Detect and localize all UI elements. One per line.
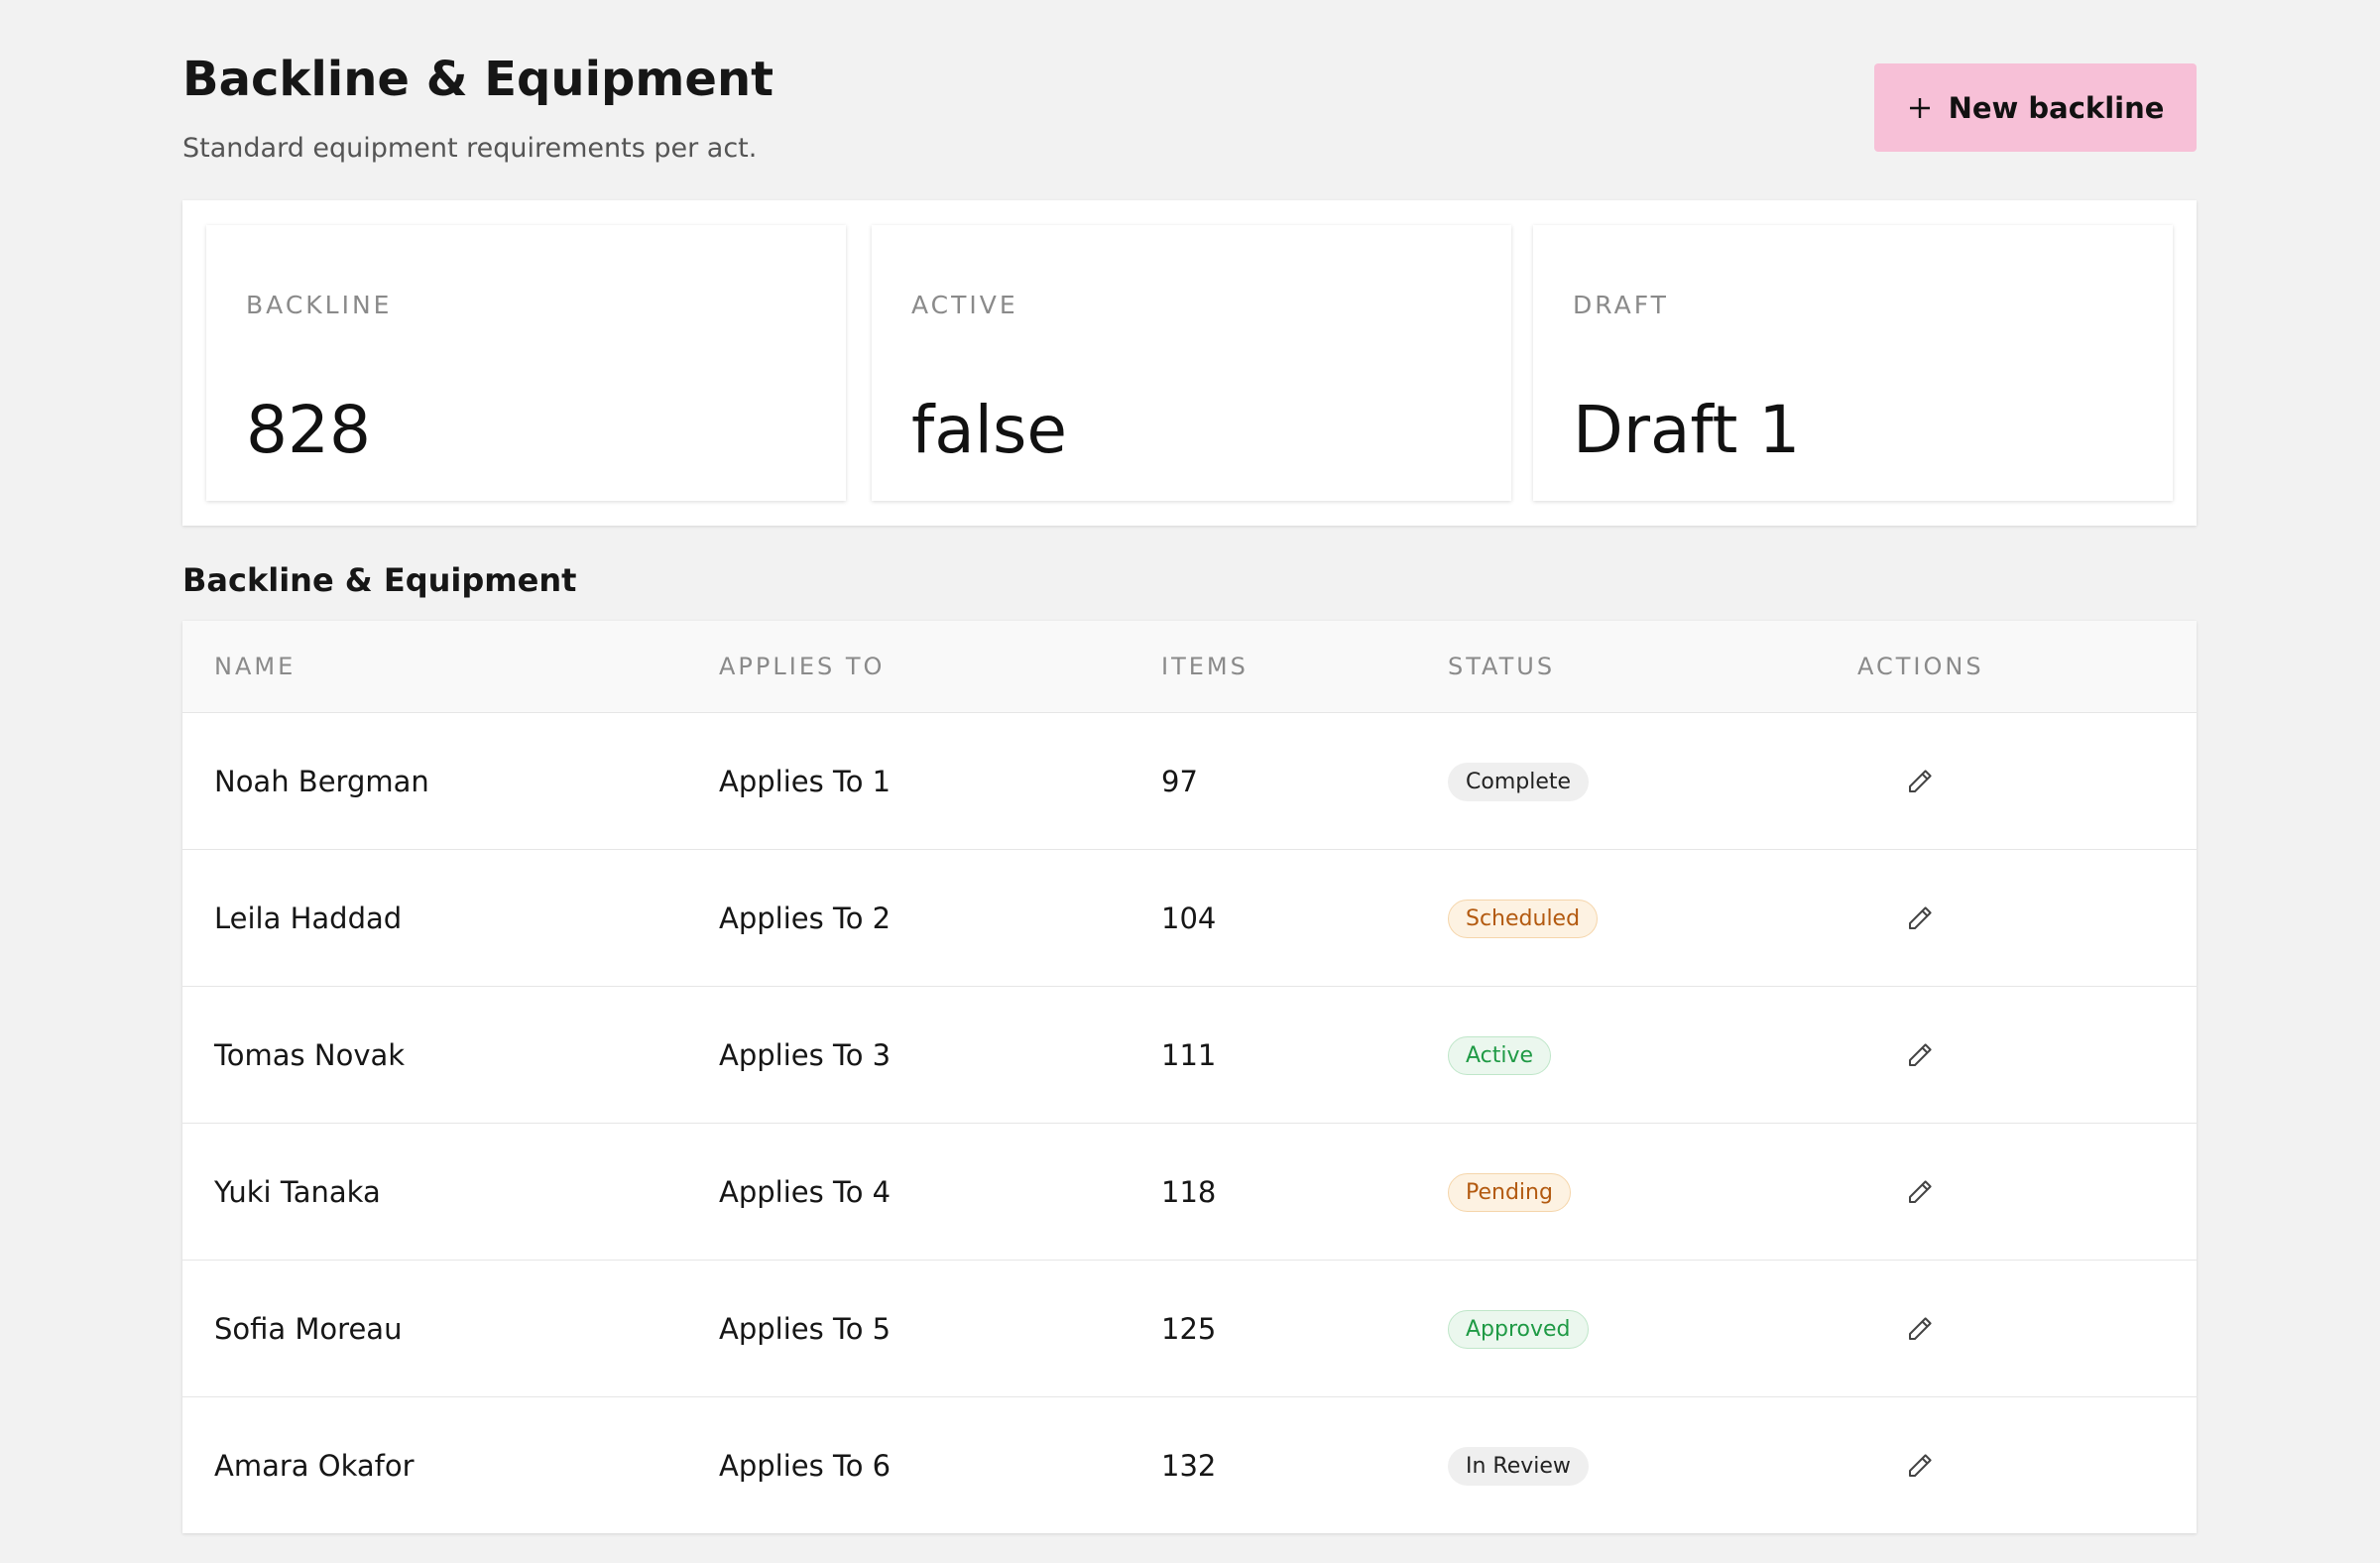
table-cell: Applies To 3 <box>719 1038 892 1072</box>
table-cell: 118 <box>1161 1175 1217 1209</box>
table-cell: Applies To 5 <box>719 1312 892 1346</box>
status-badge: Approved <box>1448 1309 1589 1349</box>
column-header: STATUS <box>1448 653 1556 680</box>
stat-value: false <box>911 392 1068 468</box>
stat-label: DRAFT <box>1573 291 1669 319</box>
stat-label: BACKLINE <box>246 291 393 319</box>
status-badge: In Review <box>1448 1446 1589 1486</box>
table-row: Noah Bergman Applies To 1 97 Complete <box>182 712 2197 850</box>
status-badge: Complete <box>1448 762 1590 801</box>
status-cell: Approved <box>1448 1261 1589 1397</box>
stat-card: ACTIVE false <box>872 225 1511 501</box>
table-header: NAME APPLIES TO ITEMS STATUS ACTIONS <box>182 621 2197 712</box>
stats-panel: BACKLINE 828 ACTIVE false DRAFT Draft 1 <box>182 200 2197 526</box>
edit-button[interactable] <box>1905 713 1935 850</box>
table-cell: 97 <box>1161 765 1198 798</box>
edit-icon <box>1909 770 1932 792</box>
column-header: ITEMS <box>1161 653 1249 680</box>
status-badge: Active <box>1448 1035 1552 1075</box>
section-title: Backline & Equipment <box>182 561 577 599</box>
edit-icon <box>1909 1317 1932 1340</box>
edit-icon <box>1909 1180 1932 1203</box>
table-row: Leila Haddad Applies To 2 104 Scheduled <box>182 849 2197 987</box>
table-row: Amara Okafor Applies To 6 132 In Review <box>182 1396 2197 1534</box>
table-cell: 111 <box>1161 1038 1217 1072</box>
stat-value: 828 <box>246 392 371 468</box>
edit-icon <box>1909 1454 1932 1477</box>
edit-button[interactable] <box>1905 850 1935 987</box>
table-cell: Applies To 4 <box>719 1175 892 1209</box>
table-cell: 132 <box>1161 1449 1217 1483</box>
stat-label: ACTIVE <box>911 291 1018 319</box>
edit-button[interactable] <box>1905 1124 1935 1261</box>
column-header: ACTIONS <box>1857 653 1984 680</box>
column-header: APPLIES TO <box>719 653 886 680</box>
status-cell: Active <box>1448 987 1552 1124</box>
plus-icon <box>1909 97 1930 118</box>
button-label: New backline <box>1948 90 2165 125</box>
new-button[interactable]: New backline <box>1874 63 2197 152</box>
table-cell: Noah Bergman <box>214 765 429 798</box>
table-cell: 125 <box>1161 1312 1217 1346</box>
status-cell: In Review <box>1448 1397 1589 1534</box>
edit-button[interactable] <box>1905 1261 1935 1397</box>
table-row: Yuki Tanaka Applies To 4 118 Pending <box>182 1123 2197 1261</box>
status-badge: Pending <box>1448 1172 1571 1212</box>
table-cell: Amara Okafor <box>214 1449 415 1483</box>
table-cell: Applies To 2 <box>719 902 892 935</box>
table: NAME APPLIES TO ITEMS STATUS ACTIONS Noah Ber… <box>182 621 2197 1533</box>
edit-button[interactable] <box>1905 987 1935 1124</box>
table-cell: Applies To 1 <box>719 765 892 798</box>
stat-card: BACKLINE 828 <box>206 225 846 501</box>
stat-value: Draft 1 <box>1573 392 1801 468</box>
column-header: NAME <box>214 653 297 680</box>
page-subtitle: Standard equipment requirements per act. <box>182 133 758 164</box>
edit-icon <box>1909 1043 1932 1066</box>
table-cell: 104 <box>1161 902 1217 935</box>
status-cell: Pending <box>1448 1124 1571 1261</box>
stat-card: DRAFT Draft 1 <box>1533 225 2173 501</box>
table-row: Tomas Novak Applies To 3 111 Active <box>182 986 2197 1124</box>
status-cell: Scheduled <box>1448 850 1599 987</box>
table-row: Sofia Moreau Applies To 5 125 Approved <box>182 1260 2197 1397</box>
table-cell: Leila Haddad <box>214 902 403 935</box>
edit-button[interactable] <box>1905 1397 1935 1534</box>
status-cell: Complete <box>1448 713 1590 850</box>
table-cell: Applies To 6 <box>719 1449 892 1483</box>
table-cell: Sofia Moreau <box>214 1312 403 1346</box>
page-title: Backline & Equipment <box>182 52 774 107</box>
edit-icon <box>1909 906 1932 929</box>
table-cell: Tomas Novak <box>214 1038 406 1072</box>
status-badge: Scheduled <box>1448 899 1599 938</box>
table-cell: Yuki Tanaka <box>214 1175 381 1209</box>
